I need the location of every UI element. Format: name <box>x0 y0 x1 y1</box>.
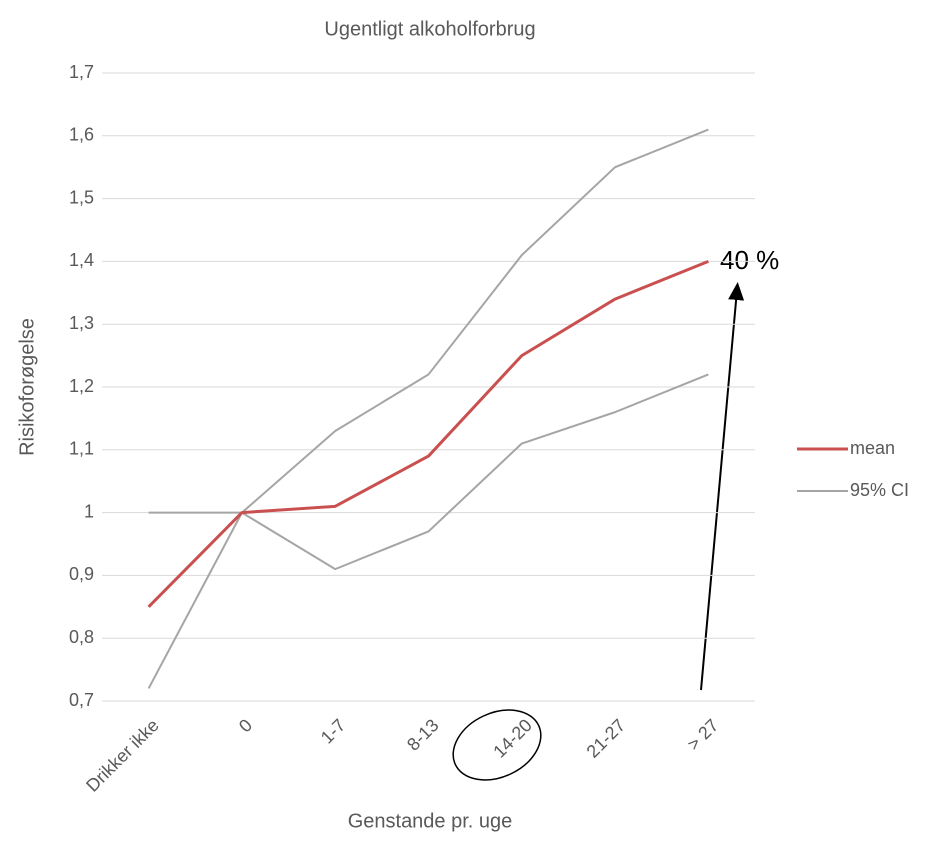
highlight-ellipse <box>452 709 542 781</box>
y-tick-label: 1,5 <box>69 187 94 207</box>
x-tick-label: 21-27 <box>583 715 630 762</box>
y-tick-label: 0,9 <box>69 564 94 584</box>
mean-line <box>147 260 709 608</box>
x-tick-label: Drikker ikke <box>82 715 163 796</box>
y-tick-label: 1,2 <box>69 376 94 396</box>
y-tick-label: 0,8 <box>69 627 94 647</box>
legend-label: mean <box>850 438 895 458</box>
x-tick-label: 0 <box>235 715 256 736</box>
y-tick-label: 1,1 <box>69 439 94 459</box>
x-tick-label: 14-20 <box>489 715 536 762</box>
annotation: 40 % <box>720 245 779 275</box>
y-axis-label: Risikoforøgelse <box>16 318 38 456</box>
chart-title: Ugentligt alkoholforbrug <box>324 18 535 40</box>
y-tick-label: 1,7 <box>69 62 94 82</box>
y-tick-label: 1,3 <box>69 313 94 333</box>
y-tick-label: 1 <box>84 501 94 521</box>
y-tick-label: 0,7 <box>69 690 94 710</box>
arrow <box>700 282 745 691</box>
x-tick-label: 8-13 <box>403 715 443 755</box>
y-tick-label: 1,6 <box>69 125 94 145</box>
x-tick-label: > 27 <box>683 715 722 754</box>
x-tick-label: 1-7 <box>317 715 350 748</box>
y-tick-label: 1,4 <box>69 250 94 270</box>
ci-lower-line <box>147 373 709 689</box>
legend-label: 95% CI <box>850 480 909 500</box>
x-axis-label: Genstande pr. uge <box>348 810 513 832</box>
